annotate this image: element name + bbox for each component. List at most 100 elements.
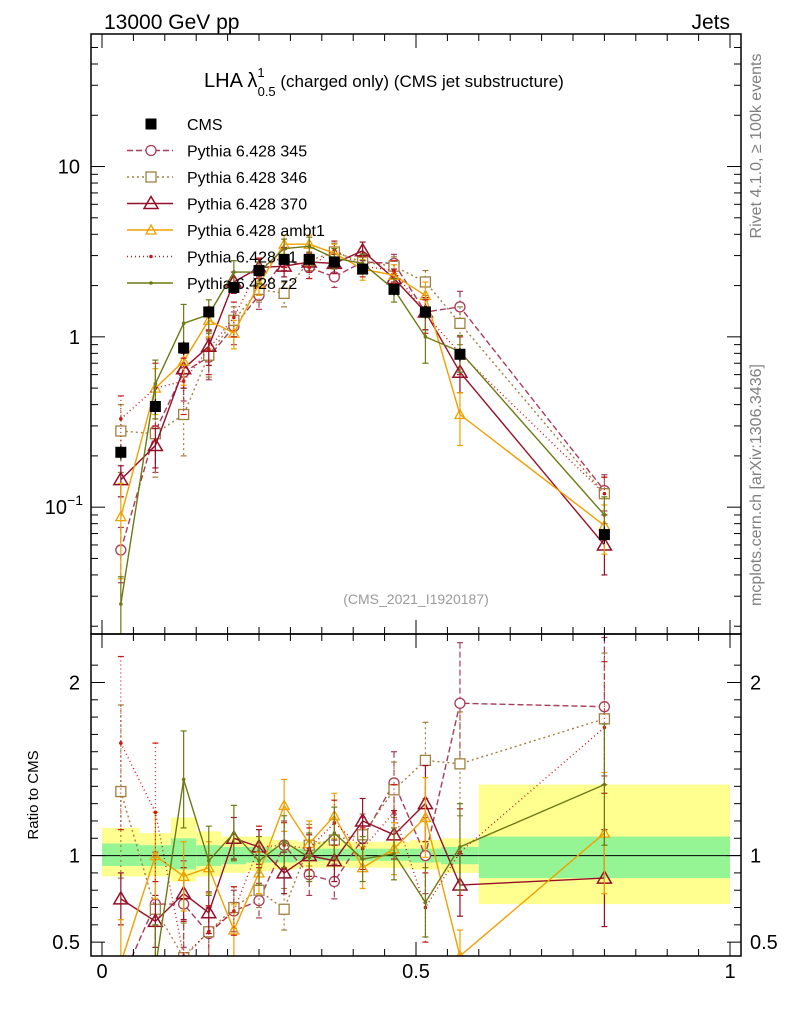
legend-marker <box>145 118 157 130</box>
ratio-ytick-label: 2 <box>69 672 80 694</box>
data-point <box>307 244 312 249</box>
data-point <box>206 347 211 351</box>
xtick-label: 1 <box>724 961 735 983</box>
analysis-label: (CMS_2021_I1920187) <box>343 591 489 607</box>
ratio-ytick-label: 1 <box>69 846 80 868</box>
data-point <box>602 513 607 517</box>
ratio-point <box>458 845 462 849</box>
legend-item: Pythia 6.428 346 <box>127 170 307 187</box>
ratio-point <box>392 852 396 856</box>
ratio-point <box>360 857 365 861</box>
ratio-line <box>156 779 605 956</box>
legend-marker <box>145 144 157 157</box>
mcplots-source-label: mcplots.cern.ch [arXiv:1306.3436] <box>748 364 765 606</box>
data-point <box>275 257 293 272</box>
process-label: Jets <box>691 11 730 34</box>
ratio-line <box>122 803 605 956</box>
main-ytick-label: 10−1 <box>45 492 83 519</box>
axes: 10−1 1 10 0.5 0.5 1 1 2 2 0 0.5 1 <box>45 33 778 983</box>
ratio-point <box>206 929 211 934</box>
data-point <box>423 335 428 339</box>
ratio-point <box>115 785 127 798</box>
data-point <box>178 342 190 354</box>
xtick-label: 0.5 <box>402 961 430 983</box>
data-point <box>181 321 186 326</box>
series-line <box>120 245 605 605</box>
ratio-point <box>257 858 261 863</box>
ratio-point <box>200 904 218 919</box>
data-point <box>278 253 290 265</box>
ratio-point <box>119 1004 123 1008</box>
ratio-point <box>307 855 312 860</box>
data-point <box>153 382 158 386</box>
rivet-version-label: Rivet 4.1.0, ≥ 100k events <box>748 54 765 239</box>
ratio-series-pythia-6-428-z2 <box>119 723 608 1008</box>
ratio-ytick-label-right: 1 <box>750 846 761 868</box>
data-point <box>392 268 396 273</box>
ratio-point <box>227 923 240 935</box>
ratio-point <box>454 758 466 770</box>
data-point <box>602 491 607 496</box>
data-point <box>303 253 315 265</box>
title-subscript: 0.5 <box>258 84 276 99</box>
ratio-ylabel: Ratio to CMS <box>25 750 42 839</box>
series-line <box>120 258 605 551</box>
ratio-point <box>602 782 607 787</box>
ratio-point <box>419 811 432 823</box>
ratio-point <box>119 741 123 745</box>
data-point <box>181 379 186 383</box>
series-cms <box>115 253 610 544</box>
data-point <box>228 281 240 293</box>
main-panel <box>112 234 613 634</box>
ratio-point <box>278 799 291 811</box>
ratio-point <box>232 831 236 835</box>
ratio-point <box>326 852 343 867</box>
ratio-point <box>454 697 466 709</box>
data-point <box>328 256 340 268</box>
ratio-point <box>332 831 337 835</box>
ratio-point <box>419 754 432 767</box>
data-point <box>419 306 431 318</box>
ratio-point <box>275 864 293 879</box>
legend-marker <box>149 281 153 285</box>
data-point <box>253 265 265 277</box>
ratio-line <box>131 702 605 956</box>
data-point <box>115 425 127 437</box>
ytick-exponent: −1 <box>67 492 83 508</box>
title-main: LHA λ <box>204 70 257 92</box>
xtick-label: 0 <box>96 961 107 983</box>
legend-item: Pythia 6.428 z1 <box>127 250 297 267</box>
data-point <box>203 306 215 318</box>
ratio-ytick-label-right: 0.5 <box>750 932 778 954</box>
ratio-panel <box>91 636 741 1008</box>
legend-label: Pythia 6.428 345 <box>187 144 307 161</box>
data-point <box>451 363 469 378</box>
data-point <box>232 315 236 320</box>
ratio-point <box>112 890 130 905</box>
data-point <box>200 337 218 353</box>
legend-marker <box>145 171 157 183</box>
data-point <box>598 529 610 541</box>
ratio-point <box>116 977 126 987</box>
legend-label: CMS <box>187 117 223 134</box>
legend-label: Pythia 6.428 370 <box>187 197 307 214</box>
series-pythia-6-428-345 <box>115 249 611 584</box>
legend-item: Pythia 6.428 ambt1 <box>127 223 325 240</box>
legend-label: Pythia 6.428 z2 <box>187 276 297 293</box>
legend-item: Pythia 6.428 z2 <box>127 276 297 293</box>
ratio-ytick-label-right: 2 <box>750 672 761 694</box>
ratio-point <box>232 909 236 913</box>
ratio-ytick-label: 0.5 <box>52 932 80 954</box>
legend-label: Pythia 6.428 z1 <box>187 250 297 267</box>
data-point <box>307 265 312 270</box>
ratio-point <box>354 812 371 827</box>
title-superscript: 1 <box>257 65 264 80</box>
series-pythia-6-428-z2 <box>117 236 608 634</box>
ratio-line <box>120 726 605 956</box>
chart-title: LHA λ1 0.5 (charged only) (CMS jet substr… <box>204 65 564 99</box>
main-ytick-label: 1 <box>69 327 80 349</box>
legend: CMS Pythia 6.428 345 Pythia 6.428 346 Pythi… <box>127 117 325 293</box>
series-line <box>120 243 605 527</box>
ratio-point <box>154 966 158 970</box>
ytick-base: 10 <box>45 497 67 519</box>
